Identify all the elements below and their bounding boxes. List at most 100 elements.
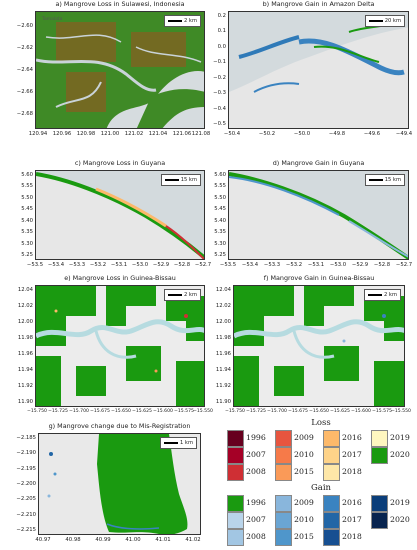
ytick: −2.210	[16, 511, 36, 518]
ytick: 5.60	[214, 172, 226, 178]
ytick: 11.98	[17, 335, 33, 341]
ytick: 5.40	[214, 217, 226, 224]
xtick: 121.00	[100, 131, 120, 137]
xtick: 120.98	[76, 131, 96, 137]
legend-label: 2019	[390, 433, 410, 442]
ytick: −2.190	[16, 450, 36, 457]
xtick: −53.3	[263, 262, 281, 268]
legend-swatch	[275, 447, 292, 464]
xtick: 121.02	[124, 131, 144, 137]
panel-g-title: g) Mangrove change due to Mis-Registrati…	[48, 422, 191, 430]
panel-d-map: 15 km	[228, 170, 409, 260]
xtick: −53.4	[241, 262, 259, 268]
legend-swatch	[227, 447, 244, 464]
xtick: 120.96	[52, 131, 72, 137]
ytick: 5.35	[21, 229, 33, 236]
legend-swatch	[371, 430, 388, 447]
ytick: 5.30	[214, 240, 226, 247]
ytick: 11.96	[17, 351, 33, 357]
xtick: −15.750	[27, 409, 47, 414]
ytick: 5.55	[214, 183, 226, 190]
ytick: 11.98	[215, 335, 231, 341]
ytick: −0.2	[213, 74, 226, 81]
legend-swatch	[275, 495, 292, 512]
panel-c-scalebar: 15 km	[160, 174, 201, 186]
panel-f-scalebar: 2 km	[363, 289, 401, 301]
xtick: −15.750	[225, 409, 245, 414]
xtick: −15.625	[330, 409, 350, 414]
legend-swatch	[323, 495, 340, 512]
legend-swatch	[227, 464, 244, 481]
panel-e-title: e) Mangrove Loss in Guinea-Bissau	[64, 274, 176, 282]
xtick: 40.99	[95, 537, 111, 543]
legend-swatch	[371, 512, 388, 529]
legend-gain-title: Gain	[310, 483, 332, 493]
ytick: 11.92	[17, 383, 33, 389]
legend-label: 2007	[246, 515, 266, 524]
legend-label: 2016	[342, 433, 362, 442]
panel-c: c) Mangrove Loss in Guyana 15 km −53.5 −…	[27, 159, 211, 268]
ytick: 5.50	[214, 194, 226, 201]
panel-e: e) Mangrove Loss in Guinea-Bissau 2 km −…	[27, 274, 213, 414]
legend-label: 2010	[294, 515, 314, 524]
ytick: −2.66	[16, 89, 33, 95]
ytick: −2.195	[16, 465, 36, 472]
xtick: −53.1	[307, 262, 325, 268]
xtick: −49.8	[328, 131, 346, 137]
xtick: −53.5	[219, 262, 237, 268]
ytick: 12.04	[17, 287, 33, 293]
legend-label: 2016	[342, 498, 362, 507]
ytick: 11.90	[215, 399, 231, 405]
legend-swatch	[323, 464, 340, 481]
xtick: −50.4	[223, 131, 241, 137]
panel-c-title: c) Mangrove Loss in Guyana	[74, 159, 166, 167]
ytick: −2.200	[16, 481, 36, 487]
ytick: 5.45	[214, 206, 226, 213]
legend-label: 2010	[294, 450, 314, 459]
xtick: −53.4	[47, 262, 65, 268]
legend-label: 2008	[246, 467, 266, 476]
legend-label: 2015	[294, 532, 314, 541]
ytick: 5.35	[214, 229, 226, 236]
panel-a-map: Tamalata 2 km	[35, 11, 205, 129]
ytick: −0.3	[213, 90, 226, 97]
xtick: −53.0	[329, 262, 347, 268]
ytick: −2.185	[16, 435, 36, 441]
panel-b-scalebar: 20 km	[364, 15, 405, 27]
xtick: 40.98	[65, 537, 81, 543]
ytick: 5.25	[214, 252, 226, 258]
legend-swatch	[323, 512, 340, 529]
xtick: 121.04	[148, 131, 168, 137]
xtick: −15.600	[153, 409, 173, 414]
xtick: −15.625	[132, 409, 152, 414]
legend-label: 2020	[390, 450, 410, 459]
legend-swatch	[227, 495, 244, 512]
ytick: 5.60	[21, 172, 33, 178]
legend-label: 2017	[342, 515, 362, 524]
panel-g-scalebar: 1 km	[159, 437, 197, 449]
xtick: 40.97	[35, 537, 51, 543]
xtick: −15.575	[174, 409, 194, 414]
ytick: 5.55	[21, 183, 33, 190]
xtick: −53.1	[110, 262, 128, 268]
panel-d-title: d) Mangrove Gain in Guyana	[272, 159, 365, 167]
xtick: −15.550	[193, 409, 213, 414]
xtick: 121.06	[172, 131, 192, 137]
ytick: −0.5	[213, 121, 226, 127]
panel-b-map: 20 km	[228, 11, 409, 129]
ytick: 12.00	[17, 319, 33, 325]
ytick: 5.30	[21, 240, 33, 247]
ytick: 12.04	[215, 287, 231, 293]
xtick: −15.700	[69, 409, 89, 414]
xtick: −53.5	[26, 262, 44, 268]
xtick: −52.7	[395, 262, 413, 268]
xtick: −52.7	[194, 262, 212, 268]
legend-label: 2018	[342, 532, 362, 541]
panel-d-scalebar: 15 km	[364, 174, 405, 186]
ytick: 11.90	[17, 399, 33, 405]
xtick: −50.2	[258, 131, 276, 137]
panel-a-scalebar: 2 km	[163, 15, 201, 27]
legend: Loss 1996 2009 2016 2019 2007 2010 2017 2020 200…	[227, 418, 415, 548]
legend-swatch	[227, 430, 244, 447]
xtick: −49.4	[395, 131, 413, 137]
